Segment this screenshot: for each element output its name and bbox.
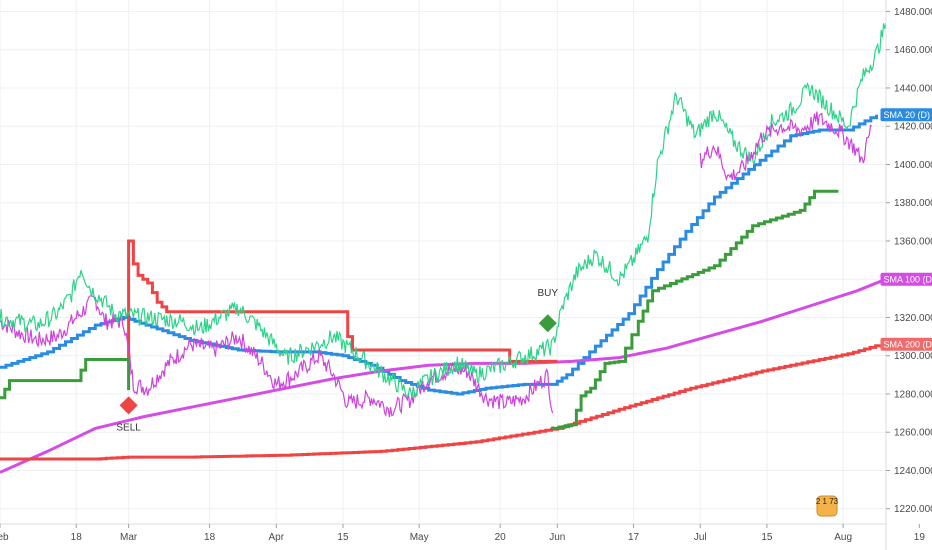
series-layer xyxy=(0,22,887,474)
x-tick-label: 15 xyxy=(761,532,773,543)
x-tick-label: Aug xyxy=(834,532,852,543)
x-tick-label: Jun xyxy=(549,532,565,543)
series-line-7 xyxy=(0,22,887,399)
price-tag-label: SMA 20 (D) xyxy=(883,110,930,120)
x-tick-label: 18 xyxy=(71,532,83,543)
price-tag-box xyxy=(880,272,932,286)
y-tick-label: 1260.000 xyxy=(894,428,932,439)
series-price-tags: SMA 20 (D) SMA 100 (D) SMA 200 (D) xyxy=(880,108,932,351)
buy-signal-marker xyxy=(538,314,557,333)
x-tick-label: Feb xyxy=(0,532,9,543)
y-tick-label: 1360.000 xyxy=(894,236,932,247)
x-tick-label: 18 xyxy=(204,532,216,543)
x-tick-label: Jul xyxy=(694,532,707,543)
price-tag-label: SMA 200 (D) xyxy=(883,339,932,349)
price-tag-box xyxy=(880,337,932,351)
y-tick-label: 1240.000 xyxy=(894,466,932,477)
series-sma-20-d xyxy=(0,114,878,396)
y-tick-label: 1400.000 xyxy=(894,160,932,171)
y-tick-label: 1320.000 xyxy=(894,313,932,324)
y-tick-label: 1480.000 xyxy=(894,7,932,18)
y-tick-label: 1460.000 xyxy=(894,45,932,56)
x-tick-label: 15 xyxy=(337,532,349,543)
series-line-4 xyxy=(0,358,131,400)
time-axis[interactable]: Feb 18 Mar 18 Apr 15 May 20 Jun 17 Jul 15 Aug 19 xyxy=(0,524,925,543)
sell-signal-label: SELL xyxy=(116,422,141,433)
sell-signal-marker xyxy=(119,396,138,415)
x-tick-label: Apr xyxy=(268,532,284,543)
x-tick-label: May xyxy=(410,532,429,543)
series-line-5 xyxy=(551,189,839,430)
y-tick-label: 1440.000 xyxy=(894,83,932,94)
price-tag-label: SMA 100 (D) xyxy=(883,274,932,284)
y-tick-label: 1300.000 xyxy=(894,351,932,362)
buy-signal-label: BUY xyxy=(538,288,559,299)
series-line-8 xyxy=(699,111,873,182)
signal-markers: SELL BUY xyxy=(116,288,558,433)
corner-badge-text: 2 1 73 xyxy=(816,497,839,506)
series-line-3 xyxy=(127,239,558,364)
x-tick-label: 19 xyxy=(914,532,926,543)
y-tick-label: 1280.000 xyxy=(894,389,932,400)
y-tick-label: 1380.000 xyxy=(894,198,932,209)
x-tick-label: 17 xyxy=(628,532,640,543)
x-tick-label: 20 xyxy=(495,532,507,543)
price-tag-box xyxy=(880,108,932,122)
y-tick-label: 1420.000 xyxy=(894,122,932,133)
x-tick-label: Mar xyxy=(120,532,138,543)
series-sma-200-d xyxy=(0,344,883,461)
corner-badge[interactable]: 2 1 73 xyxy=(816,495,839,517)
y-tick-label: 1220.000 xyxy=(894,504,932,515)
